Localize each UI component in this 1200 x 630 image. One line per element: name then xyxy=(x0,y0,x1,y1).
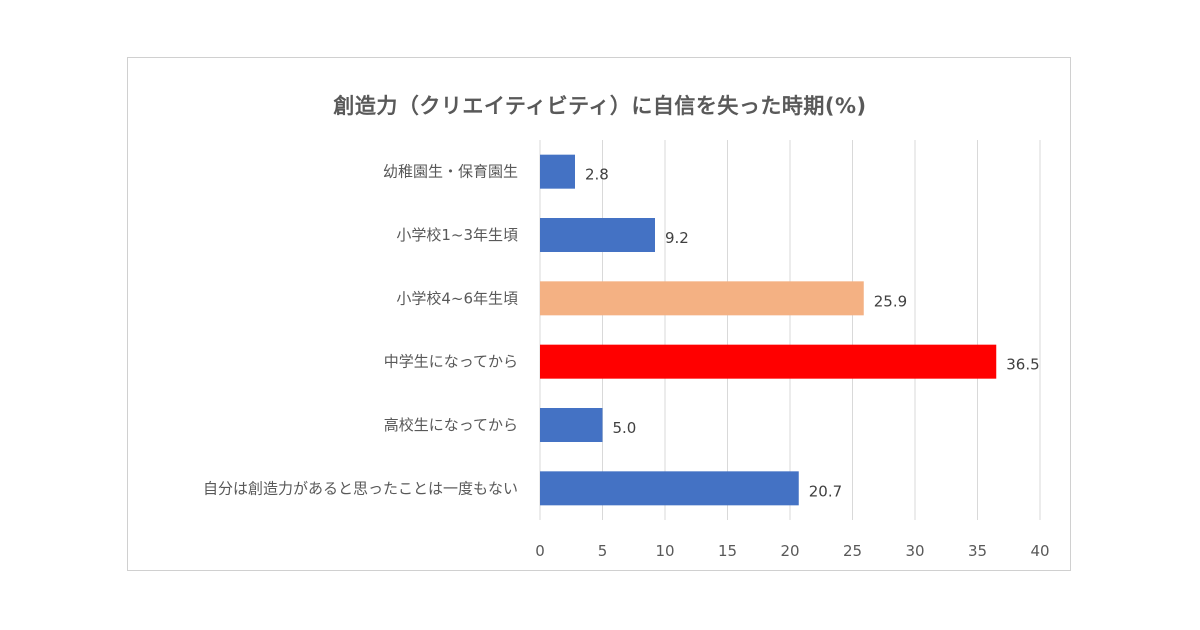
labels: 0 5 10 15 20 25 30 35 40 幼稚園生・保育園生 2.8 小学校1~3年生頃 9.2… xyxy=(203,163,1050,560)
x-tick-label: 5 xyxy=(598,542,608,560)
x-tick-label: 15 xyxy=(718,542,737,560)
bar-2 xyxy=(540,281,864,316)
data-label: 2.8 xyxy=(585,166,609,184)
chart-title: 創造力（クリエイティビティ）に自信を失った時期(%) xyxy=(333,94,867,118)
category-label: 小学校4~6年生頃 xyxy=(396,289,518,307)
x-tick-label: 10 xyxy=(655,542,674,560)
gridlines xyxy=(539,140,1041,520)
bar-3 xyxy=(540,344,997,379)
data-label: 20.7 xyxy=(809,482,842,500)
data-label: 5.0 xyxy=(613,419,637,437)
bars xyxy=(540,154,997,506)
category-label: 高校生になってから xyxy=(384,416,518,434)
data-label: 25.9 xyxy=(874,292,907,310)
x-tick-label: 20 xyxy=(780,542,799,560)
category-label: 自分は創造力があると思ったことは一度もない xyxy=(203,479,518,497)
x-tick-label: 25 xyxy=(843,542,862,560)
category-label: 中学生になってから xyxy=(384,353,518,371)
category-label: 小学校1~3年生頃 xyxy=(396,226,518,244)
bar-4 xyxy=(540,408,603,442)
x-tick-label: 30 xyxy=(905,542,924,560)
x-tick-label: 40 xyxy=(1030,542,1049,560)
data-label: 36.5 xyxy=(1006,356,1039,374)
category-label: 幼稚園生・保育園生 xyxy=(383,163,518,181)
x-tick-label: 0 xyxy=(535,542,545,560)
bar-0 xyxy=(540,154,575,189)
x-tick-label: 35 xyxy=(968,542,987,560)
data-label: 9.2 xyxy=(665,229,689,247)
bar-1 xyxy=(540,218,655,252)
bar-5 xyxy=(540,471,799,506)
